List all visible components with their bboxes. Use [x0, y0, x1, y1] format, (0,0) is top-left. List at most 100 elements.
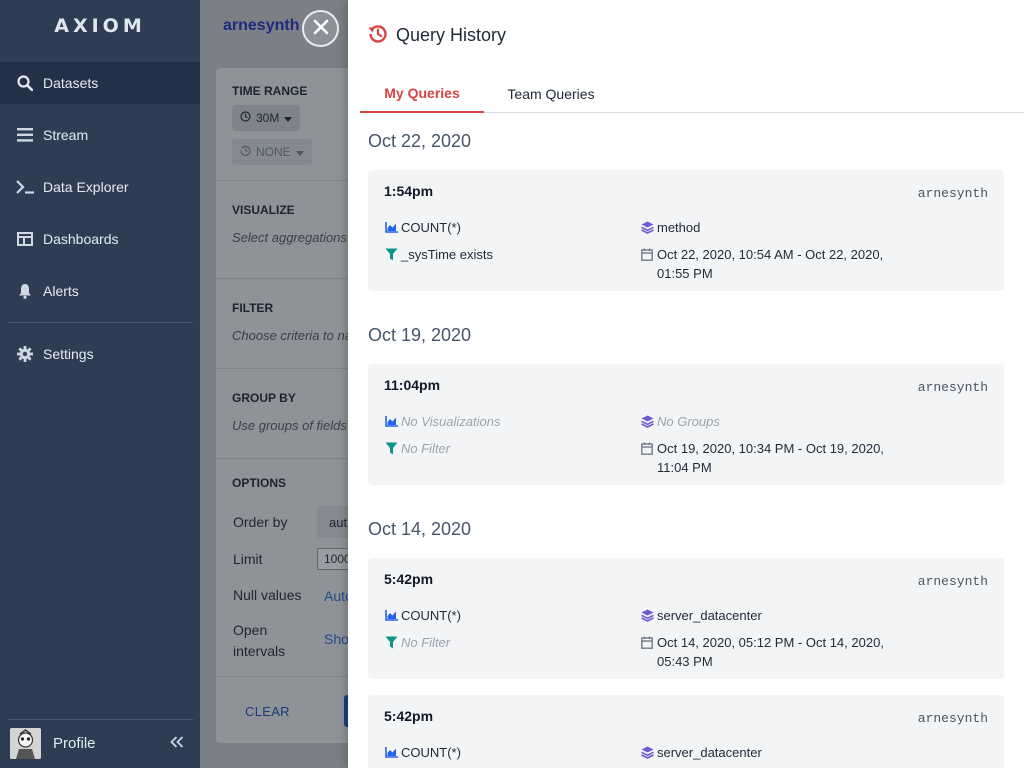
close-icon — [313, 19, 329, 38]
area-chart-icon — [384, 743, 398, 762]
section-hint: Select aggregations — [232, 230, 347, 245]
sidebar-divider — [8, 322, 193, 323]
app-logo: AXIOM — [54, 15, 146, 37]
limit-label: Limit — [233, 551, 263, 567]
history-entry[interactable]: 1:54pm arnesynth COUNT(*) method _sysTim… — [368, 170, 1004, 291]
section-hint: Choose criteria to na — [232, 328, 352, 343]
section-heading: FILTER — [232, 301, 274, 315]
section-heading: VISUALIZE — [232, 203, 295, 217]
caret-down-icon — [295, 145, 304, 159]
drawer-title: Query History — [396, 25, 507, 45]
compare-value: NONE — [256, 145, 291, 159]
entry-group: method — [640, 218, 700, 237]
order-by-label: Order by — [233, 514, 288, 530]
open-intervals-label: Open intervals — [233, 622, 286, 659]
history-entry[interactable]: 5:42pm arnesynth COUNT(*) server_datacen… — [368, 695, 1004, 768]
open-intervals-select[interactable]: Sho — [324, 631, 349, 647]
calendar-icon — [640, 245, 654, 264]
entry-time: 11:04pm — [384, 377, 441, 393]
sidebar-item-data-explorer[interactable]: Data Explorer — [0, 166, 200, 208]
entry-filter: _sysTime exists — [384, 245, 493, 264]
history-tabs: My Queries Team Queries — [360, 74, 1024, 113]
query-history-drawer: Query History My Queries Team Queries Oc… — [348, 0, 1024, 768]
section-hint: Use groups of fields — [232, 418, 347, 433]
calendar-icon — [640, 633, 654, 652]
entry-user: arnesynth — [917, 711, 988, 726]
history-entry[interactable]: 11:04pm arnesynth No Visualizations No G… — [368, 364, 1004, 485]
area-chart-icon — [384, 412, 398, 431]
sidebar-item-settings[interactable]: Settings — [0, 333, 200, 375]
entry-time: 5:42pm — [384, 571, 434, 587]
terminal-icon — [16, 178, 34, 196]
layers-icon — [640, 606, 654, 625]
filter-section[interactable]: FILTER Choose criteria to na — [216, 279, 366, 369]
entry-visualization: COUNT(*) — [384, 743, 461, 762]
sidebar-item-label: Alerts — [43, 283, 79, 299]
profile-link[interactable]: Profile — [0, 719, 200, 768]
section-heading: TIME RANGE — [232, 84, 308, 98]
entry-visualization: No Visualizations — [384, 412, 500, 431]
area-chart-icon — [384, 218, 398, 237]
entry-group: server_datacenter — [640, 743, 762, 762]
double-chevron-left-icon[interactable] — [170, 735, 184, 753]
date-heading: Oct 14, 2020 — [368, 519, 472, 539]
options-section: OPTIONS Order by aut Limit 1000 Null val… — [216, 459, 367, 677]
entry-range: Oct 14, 2020, 05:12 PM - Oct 14, 2020, 0… — [640, 633, 897, 671]
compare-select[interactable]: NONE — [232, 139, 312, 165]
tab-team-queries[interactable]: Team Queries — [507, 85, 595, 102]
null-values-select[interactable]: Auto — [324, 588, 353, 604]
entry-filter: No Filter — [384, 633, 450, 652]
sidebar-item-dashboards[interactable]: Dashboards — [0, 218, 200, 260]
history-entry[interactable]: 5:42pm arnesynth COUNT(*) server_datacen… — [368, 558, 1004, 679]
history-icon — [240, 145, 251, 159]
entry-group: No Groups — [640, 412, 720, 431]
query-builder-panel: TIME RANGE 30M NONE VISUALIZE Select agg… — [216, 68, 367, 743]
sidebar-item-datasets[interactable]: Datasets — [0, 62, 200, 104]
entry-range: Oct 19, 2020, 10:34 PM - Oct 19, 2020, 1… — [640, 439, 897, 477]
area-chart-icon — [384, 606, 398, 625]
gear-icon — [16, 345, 34, 363]
close-drawer-button[interactable] — [302, 10, 339, 47]
stream-icon — [16, 126, 34, 144]
entry-user: arnesynth — [917, 574, 988, 589]
time-range-value: 30M — [256, 111, 280, 125]
sidebar-item-label: Stream — [43, 127, 89, 143]
group-by-section[interactable]: GROUP BY Use groups of fields — [216, 369, 366, 459]
entry-visualization: COUNT(*) — [384, 606, 461, 625]
filter-icon — [384, 633, 398, 652]
sidebar-item-label: Datasets — [43, 75, 99, 91]
sidebar-item-label: Settings — [43, 346, 94, 362]
bell-icon — [16, 282, 34, 300]
sidebar-item-alerts[interactable]: Alerts — [0, 270, 200, 312]
sidebar-item-label: Data Explorer — [43, 179, 129, 195]
clear-button[interactable]: CLEAR — [245, 704, 290, 719]
null-values-label: Null values — [233, 587, 302, 603]
dataset-title: arnesynth — [223, 17, 300, 34]
layers-icon — [640, 412, 654, 431]
entry-user: arnesynth — [917, 186, 988, 201]
entry-time: 5:42pm — [384, 708, 434, 724]
entry-filter: No Filter — [384, 439, 450, 458]
visualize-section[interactable]: VISUALIZE Select aggregations — [216, 181, 366, 279]
section-heading: GROUP BY — [232, 391, 296, 405]
sidebar-divider — [8, 719, 193, 720]
sidebar-item-stream[interactable]: Stream — [0, 114, 200, 156]
layers-icon — [640, 743, 654, 762]
sidebar-item-label: Dashboards — [43, 231, 119, 247]
entry-visualization: COUNT(*) — [384, 218, 461, 237]
entry-user: arnesynth — [917, 380, 988, 395]
calendar-icon — [640, 439, 654, 458]
avatar — [10, 728, 41, 759]
entry-time: 1:54pm — [384, 183, 434, 199]
date-heading: Oct 19, 2020 — [368, 325, 472, 345]
profile-label: Profile — [53, 735, 96, 752]
sidebar: AXIOM Datasets Stream Data Explorer Dash… — [0, 0, 200, 768]
search-icon — [16, 74, 34, 92]
tab-my-queries[interactable]: My Queries — [360, 74, 484, 113]
caret-down-icon — [284, 111, 293, 125]
history-icon — [368, 24, 388, 47]
entry-range: Oct 22, 2020, 10:54 AM - Oct 22, 2020, 0… — [640, 245, 897, 283]
time-range-select[interactable]: 30M — [232, 105, 301, 131]
clock-icon — [240, 111, 251, 125]
entry-group: server_datacenter — [640, 606, 762, 625]
